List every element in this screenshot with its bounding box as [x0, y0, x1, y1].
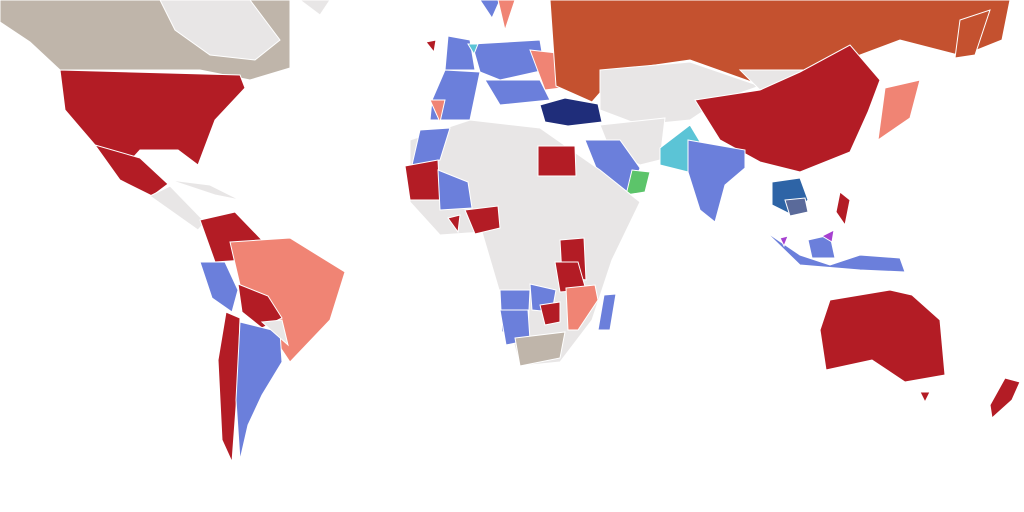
country — [497, 0, 516, 32]
country — [260, 319, 289, 347]
country — [877, 79, 921, 142]
country — [235, 321, 283, 461]
country — [539, 97, 603, 127]
country — [514, 331, 566, 367]
country — [464, 205, 501, 235]
country — [765, 231, 906, 273]
country — [819, 289, 946, 383]
country — [437, 169, 473, 211]
country — [479, 0, 501, 20]
country — [299, 0, 331, 16]
country — [444, 35, 476, 71]
country — [159, 0, 281, 61]
country — [989, 377, 1021, 419]
country — [954, 9, 991, 59]
country — [93, 144, 169, 197]
country — [539, 301, 561, 326]
country — [687, 139, 746, 223]
country — [597, 293, 617, 331]
country — [404, 159, 441, 201]
country — [169, 179, 241, 201]
country — [484, 79, 551, 106]
country — [835, 191, 851, 227]
country — [565, 284, 599, 331]
country — [537, 145, 577, 177]
country — [425, 39, 437, 54]
country — [149, 185, 206, 231]
country — [467, 43, 479, 56]
country — [429, 99, 446, 124]
country — [784, 197, 809, 217]
country — [217, 311, 241, 463]
country — [919, 391, 931, 404]
country — [471, 39, 546, 81]
country — [779, 235, 789, 248]
country — [447, 214, 461, 234]
country — [820, 229, 835, 243]
country — [625, 169, 651, 196]
country — [199, 261, 239, 313]
country — [694, 44, 881, 173]
country — [59, 69, 246, 173]
country — [411, 127, 451, 166]
